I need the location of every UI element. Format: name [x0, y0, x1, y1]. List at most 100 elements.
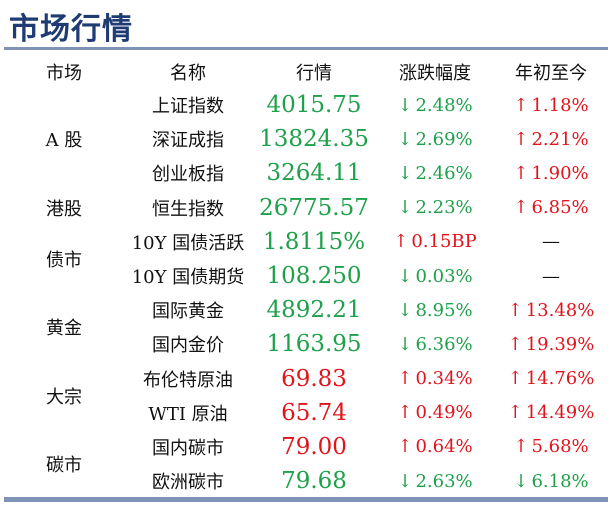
change-cell: ↑ 0.64% — [376, 430, 494, 464]
ytd-cell: ↑ 2.21% — [494, 122, 608, 156]
ytd-value: — — [542, 265, 560, 287]
arrow-up-icon: ↑ — [507, 402, 523, 424]
arrow-down-icon: ↓ — [397, 94, 413, 116]
arrow-up-icon: ↑ — [513, 197, 529, 219]
table-body: A 股上证指数 4015.75 ↓ 2.48% ↑ 1.18% 深证成指 13824.35 ↓ 2… — [4, 88, 608, 498]
arrow-up-icon: ↑ — [397, 436, 413, 458]
arrow-down-icon: ↓ — [397, 333, 413, 355]
market-table: 市场 名称 行情 涨跌幅度 年初至今 A 股上证指数 4015.75 ↓ 2.48% ↑… — [4, 56, 608, 498]
market-label: 大宗 — [46, 386, 82, 408]
arrow-up-icon: ↑ — [513, 162, 529, 184]
change-value: 2.69% — [415, 128, 473, 150]
instrument-name: 10Y 国债活跃 — [131, 232, 245, 254]
arrow-up-icon: ↑ — [513, 94, 529, 116]
change-cell: ↓ 2.48% — [376, 88, 494, 122]
ytd-cell: ↑ 6.85% — [494, 191, 608, 225]
ytd-value: 1.18% — [531, 94, 589, 116]
change-cell: ↑ 0.15BP — [376, 225, 494, 259]
instrument-name: 10Y 国债期货 — [131, 267, 245, 289]
change-value: 2.63% — [415, 470, 473, 492]
market-label: 黄金 — [46, 318, 82, 340]
change-cell: ↓ 0.03% — [376, 259, 494, 293]
ytd-cell: — — [494, 259, 608, 293]
change-cell: ↑ 0.34% — [376, 362, 494, 396]
header-row: 市场 名称 行情 涨跌幅度 年初至今 — [4, 56, 608, 88]
arrow-down-icon: ↓ — [397, 299, 413, 321]
ytd-value: 6.18% — [531, 470, 589, 492]
instrument-name: 深证成指 — [152, 130, 224, 152]
arrow-down-icon: ↓ — [397, 470, 413, 492]
ytd-value: 1.90% — [531, 162, 589, 184]
change-value: 2.46% — [415, 162, 473, 184]
price-value: 13824.35 — [259, 126, 369, 153]
ytd-cell: ↑ 1.18% — [494, 88, 608, 122]
arrow-down-icon: ↓ — [397, 197, 413, 219]
page-title: 市场行情 — [9, 12, 133, 47]
bottom-divider — [4, 497, 608, 502]
change-cell: ↓ 2.63% — [376, 464, 494, 498]
price-value: 79.00 — [281, 433, 347, 460]
table-row: 债市 10Y 国债活跃 1.8115% ↑ 0.15BP — — [4, 225, 608, 271]
instrument-name: 欧洲碳市 — [152, 472, 224, 494]
instrument-name: 国内碳市 — [152, 437, 224, 459]
instrument-name: 创业板指 — [152, 164, 224, 186]
title-divider — [4, 47, 608, 50]
arrow-up-icon: ↑ — [513, 128, 529, 150]
table-row: 大宗 布伦特原油 69.83 ↑ 0.34% ↑ 14.76% — [4, 362, 608, 408]
price-value: 1.8115% — [262, 228, 366, 255]
instrument-name: 国际黄金 — [152, 301, 224, 323]
arrow-up-icon: ↑ — [397, 368, 413, 390]
table-row: 欧洲碳市 79.68 ↓ 2.63% ↓ 6.18% — [4, 464, 608, 498]
price-value: 65.74 — [281, 399, 347, 426]
table-row: 碳市 国内碳市 79.00 ↑ 0.64% ↑ 5.68% — [4, 430, 608, 476]
arrow-down-icon: ↓ — [397, 162, 413, 184]
change-value: 0.03% — [415, 265, 473, 287]
ytd-value: 19.39% — [525, 333, 595, 355]
change-value: 0.64% — [415, 436, 473, 458]
instrument-name: 国内金价 — [152, 335, 224, 357]
change-value: 8.95% — [415, 299, 473, 321]
header-change: 涨跌幅度 — [399, 63, 471, 84]
market-label: 碳市 — [46, 455, 82, 477]
arrow-down-icon: ↓ — [513, 470, 529, 492]
change-cell: ↓ 8.95% — [376, 293, 494, 327]
change-cell: ↓ 2.46% — [376, 156, 494, 190]
table-row: 创业板指 3264.11 ↓ 2.46% ↑ 1.90% — [4, 156, 608, 190]
ytd-cell: ↑ 14.49% — [494, 396, 608, 430]
instrument-name: 布伦特原油 — [143, 369, 233, 391]
change-value: 2.48% — [415, 94, 473, 116]
ytd-value: 14.49% — [525, 402, 595, 424]
change-cell: ↓ 2.23% — [376, 191, 494, 225]
header-name: 名称 — [170, 63, 206, 84]
price-value: 3264.11 — [266, 160, 362, 187]
table-row: 黄金 国际黄金 4892.21 ↓ 8.95% ↑ 13.48% — [4, 293, 608, 339]
ytd-value: 6.85% — [531, 197, 589, 219]
arrow-up-icon: ↑ — [507, 299, 523, 321]
table-row: 深证成指 13824.35 ↓ 2.69% ↑ 2.21% — [4, 122, 608, 156]
change-value: 0.49% — [415, 402, 473, 424]
arrow-up-icon: ↑ — [507, 333, 523, 355]
table-row: WTI 原油 65.74 ↑ 0.49% ↑ 14.49% — [4, 396, 608, 430]
ytd-cell: ↑ 14.76% — [494, 362, 608, 396]
arrow-down-icon: ↓ — [397, 128, 413, 150]
price-value: 4892.21 — [266, 297, 362, 324]
ytd-value: 2.21% — [531, 128, 589, 150]
ytd-cell: ↑ 19.39% — [494, 327, 608, 361]
instrument-name: 恒生指数 — [152, 198, 224, 220]
arrow-up-icon: ↑ — [507, 368, 523, 390]
ytd-cell: ↑ 5.68% — [494, 430, 608, 464]
change-cell: ↓ 6.36% — [376, 327, 494, 361]
header-price: 行情 — [296, 63, 332, 84]
price-value: 79.68 — [281, 468, 347, 495]
ytd-value: 14.76% — [525, 368, 595, 390]
change-value: 2.23% — [415, 197, 473, 219]
price-value: 26775.57 — [259, 194, 369, 221]
table-row: 国内金价 1163.95 ↓ 6.36% ↑ 19.39% — [4, 327, 608, 361]
header-ytd: 年初至今 — [515, 63, 587, 84]
instrument-name: 上证指数 — [152, 96, 224, 118]
price-value: 4015.75 — [266, 92, 362, 119]
arrow-up-icon: ↑ — [397, 402, 413, 424]
ytd-cell: ↓ 6.18% — [494, 464, 608, 498]
market-label: 港股 — [46, 198, 82, 220]
ytd-value: 13.48% — [525, 299, 595, 321]
